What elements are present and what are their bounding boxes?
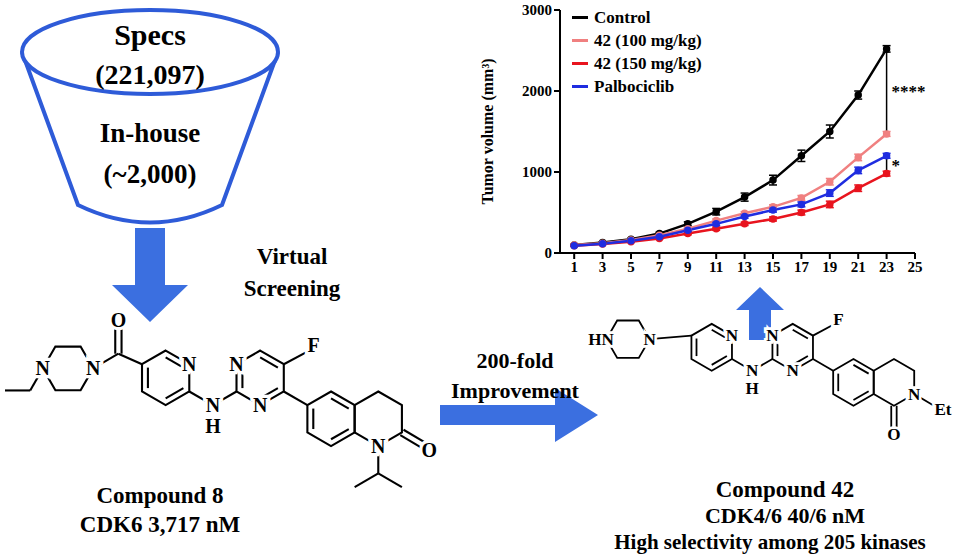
svg-text:1000: 1000 (522, 164, 552, 180)
svg-text:High selectivity among 205 kin: High selectivity among 205 kinases (614, 530, 926, 554)
svg-text:HN: HN (588, 330, 614, 349)
svg-text:(221,097): (221,097) (95, 59, 205, 90)
svg-text:In-house: In-house (100, 118, 201, 148)
html-text:42 (150 mg/kg): 42 (150 mg/kg) (594, 53, 702, 73)
svg-text:CDK4/6 40/6 nM: CDK4/6 40/6 nM (705, 503, 865, 528)
svg-text:11: 11 (709, 259, 723, 275)
svg-text:0: 0 (545, 245, 553, 261)
html-text:Palbociclib: Palbociclib (594, 76, 675, 96)
svg-text:19: 19 (822, 259, 837, 275)
svg-text:21: 21 (851, 259, 866, 275)
svg-text:N: N (726, 326, 739, 345)
svg-text:****: **** (892, 82, 926, 101)
svg-text:7: 7 (656, 259, 664, 275)
svg-text:N: N (182, 353, 197, 375)
svg-text:200-fold: 200-fold (477, 348, 554, 373)
svg-text:Improvement: Improvement (451, 378, 580, 403)
svg-text:H: H (746, 379, 760, 398)
svg-text:N: N (787, 361, 800, 380)
svg-text:N: N (766, 326, 779, 345)
svg-text:O: O (421, 439, 437, 461)
svg-text:Compound 42: Compound 42 (716, 477, 855, 502)
svg-text:Tumor volume (mm³): Tumor volume (mm³) (480, 58, 497, 204)
svg-text:F: F (833, 310, 843, 329)
svg-text:(~2,000): (~2,000) (104, 159, 197, 189)
svg-text:O: O (887, 425, 900, 444)
svg-text:N: N (206, 394, 221, 416)
svg-text:Screening: Screening (244, 276, 341, 301)
svg-text:25: 25 (908, 259, 923, 275)
svg-text:2000: 2000 (522, 83, 552, 99)
svg-text:N: N (908, 385, 921, 404)
svg-text:9: 9 (684, 259, 692, 275)
svg-text:23: 23 (879, 259, 894, 275)
svg-text:N: N (746, 361, 759, 380)
svg-text:N: N (253, 394, 268, 416)
svg-text:5: 5 (627, 259, 635, 275)
svg-text:CDK6 3,717 nM: CDK6 3,717 nM (80, 512, 241, 537)
svg-text:3: 3 (599, 259, 607, 275)
svg-text:F: F (308, 334, 320, 356)
svg-text:Compound 8: Compound 8 (96, 483, 223, 508)
svg-text:1: 1 (570, 259, 578, 275)
svg-text:3000: 3000 (522, 2, 552, 18)
html-text:42 (100 mg/kg): 42 (100 mg/kg) (594, 30, 702, 50)
svg-text:N: N (86, 357, 101, 379)
svg-text:*: * (892, 156, 901, 175)
html-text:Control: Control (594, 7, 651, 27)
svg-text:N: N (229, 353, 244, 375)
svg-text:Et: Et (934, 400, 947, 419)
svg-text:H: H (205, 415, 221, 437)
svg-text:N: N (36, 357, 51, 379)
svg-text:15: 15 (766, 259, 781, 275)
svg-text:N: N (371, 435, 386, 457)
svg-text:O: O (111, 309, 127, 331)
svg-text:13: 13 (737, 259, 752, 275)
svg-text:Virtual: Virtual (257, 244, 328, 269)
svg-text:17: 17 (794, 259, 810, 275)
svg-text:Specs: Specs (114, 18, 186, 51)
svg-text:N: N (643, 330, 656, 349)
